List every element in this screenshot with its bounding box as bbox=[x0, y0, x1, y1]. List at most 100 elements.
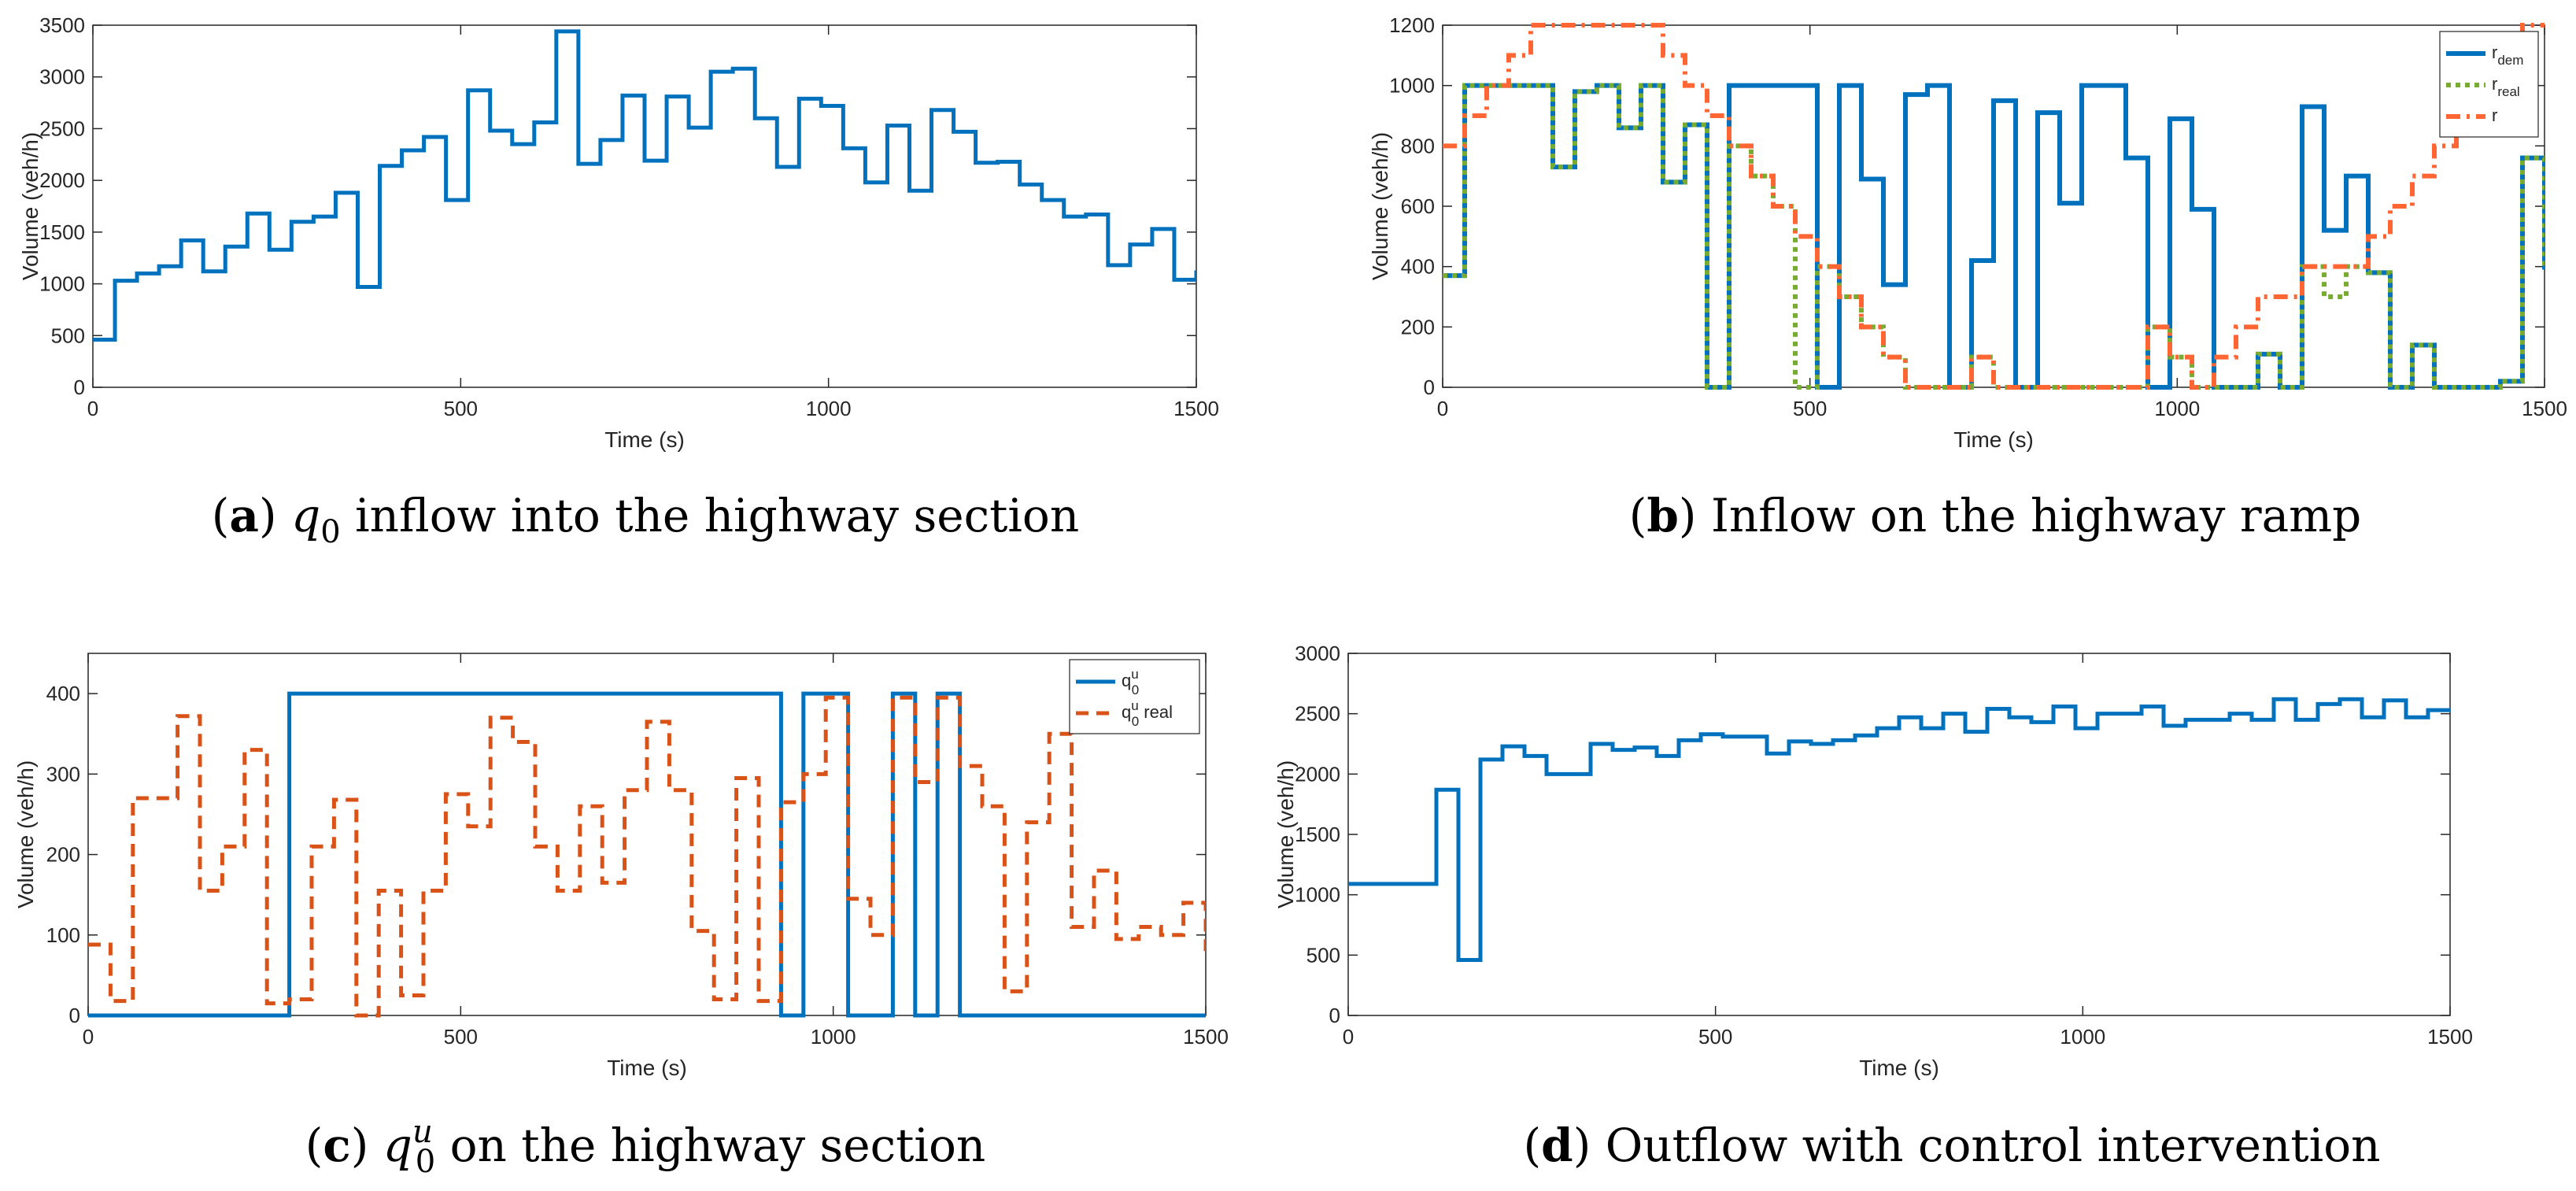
y-tick-label: 2500 bbox=[39, 117, 85, 140]
caption-sub: 0 bbox=[320, 514, 340, 550]
y-tick-label: 0 bbox=[69, 1004, 80, 1027]
caption-text: Outflow with control intervention bbox=[1606, 1119, 2381, 1172]
y-tick-label: 200 bbox=[46, 843, 80, 867]
y-tick-label: 0 bbox=[74, 375, 85, 399]
caption-sup: u bbox=[412, 1114, 433, 1150]
y-tick-label: 1500 bbox=[1295, 823, 1340, 846]
y-tick-label: 400 bbox=[46, 682, 80, 705]
x-axis-label: Time (s) bbox=[604, 427, 685, 452]
y-tick-label: 500 bbox=[1306, 943, 1340, 967]
y-tick-label: 1200 bbox=[1389, 13, 1435, 37]
y-tick-label: 2000 bbox=[39, 168, 85, 192]
caption-math: q bbox=[383, 1119, 412, 1172]
chart-c: 0 500 1000 1500 0 100 200 300 400 Time (s) Volume … bbox=[13, 653, 1229, 1180]
legend-sub: real bbox=[2497, 84, 2519, 99]
legend-sub: 0 bbox=[1132, 682, 1139, 697]
x-tick-label: 0 bbox=[1437, 397, 1448, 420]
y-tick-label: 1000 bbox=[39, 272, 85, 296]
x-tick-label: 0 bbox=[87, 397, 98, 420]
y-axis-label: Volume (veh/h) bbox=[18, 132, 43, 280]
series-line-q0u bbox=[88, 691, 1206, 1018]
legend-base: r bbox=[2492, 74, 2497, 94]
y-tick-label: 200 bbox=[1401, 315, 1435, 338]
x-tick-label: 0 bbox=[1343, 1025, 1354, 1049]
x-tick-label: 500 bbox=[1698, 1025, 1732, 1049]
legend-box bbox=[2439, 31, 2539, 138]
y-axis-label: Volume (veh/h) bbox=[1273, 760, 1298, 908]
x-axis-label: Time (s) bbox=[1859, 1056, 1939, 1080]
y-tick-label: 3000 bbox=[1295, 642, 1340, 665]
legend-base: r bbox=[2492, 43, 2497, 62]
series-line-r bbox=[1443, 23, 2545, 390]
y-tick-label: 3000 bbox=[39, 65, 85, 89]
legend-base: r bbox=[2492, 105, 2497, 125]
y-tick-label: 500 bbox=[51, 324, 85, 347]
plot-area-c bbox=[87, 653, 1207, 1016]
x-tick-label: 0 bbox=[83, 1025, 94, 1049]
caption-math: q bbox=[291, 489, 320, 542]
y-tick-label: 1500 bbox=[39, 220, 85, 244]
y-tick-label: 1000 bbox=[1295, 883, 1340, 907]
x-tick-label: 1000 bbox=[806, 397, 852, 420]
series-line-q0u-real bbox=[88, 695, 1206, 1018]
x-axis-label: Time (s) bbox=[1953, 427, 2034, 452]
legend-entry: rdem bbox=[2492, 43, 2523, 68]
caption-sub: 0 bbox=[416, 1144, 435, 1180]
x-tick-label: 500 bbox=[444, 397, 478, 420]
y-tick-label: 300 bbox=[46, 762, 80, 786]
x-tick-label: 500 bbox=[1793, 397, 1827, 420]
legend-sub: dem bbox=[2497, 53, 2523, 68]
y-axis-label: Volume (veh/h) bbox=[1368, 132, 1392, 280]
chart-d: 0 500 1000 1500 0 500 1000 1500 2000 2500 3000 Time… bbox=[1273, 642, 2473, 1172]
x-tick-label: 1000 bbox=[2154, 397, 2200, 420]
x-tick-label: 500 bbox=[444, 1025, 478, 1049]
x-tick-label: 1500 bbox=[1173, 397, 1219, 420]
plot-area-d bbox=[1347, 653, 2451, 1016]
x-tick-label: 1500 bbox=[1183, 1025, 1229, 1049]
chart-b: 0 500 1000 1500 0 200 400 600 800 1000 1200 Time (s… bbox=[1368, 13, 2567, 542]
x-tick-label: 1000 bbox=[2060, 1025, 2105, 1049]
x-axis-label: Time (s) bbox=[607, 1056, 687, 1080]
y-tick-label: 2000 bbox=[1295, 762, 1340, 786]
caption-b: (b) Inflow on the highway ramp bbox=[1629, 489, 2362, 542]
legend-c: qu 0qu 0 real bbox=[1069, 659, 1200, 734]
y-tick-label: 600 bbox=[1401, 194, 1435, 218]
series-line-q0 bbox=[93, 29, 1196, 342]
y-tick-label: 0 bbox=[1329, 1004, 1340, 1027]
legend-box bbox=[1069, 659, 1200, 734]
caption-c: (c) qu 0 on the highway section bbox=[305, 1114, 986, 1180]
y-tick-label: 400 bbox=[1401, 255, 1435, 279]
caption-text: on the highway section bbox=[435, 1119, 985, 1172]
x-tick-label: 1500 bbox=[2427, 1025, 2473, 1049]
y-tick-label: 0 bbox=[1424, 375, 1435, 399]
legend-entry: rreal bbox=[2492, 74, 2520, 99]
y-tick-label: 800 bbox=[1401, 134, 1435, 157]
legend-entry: qu 0 bbox=[1122, 667, 1139, 697]
series-line-outflow bbox=[1348, 697, 2450, 962]
x-tick-label: 1500 bbox=[2522, 397, 2567, 420]
caption-label: a bbox=[229, 489, 259, 542]
legend-sub: 0 bbox=[1132, 714, 1139, 729]
legend-tail: real bbox=[1139, 702, 1173, 722]
chart-a: 0 500 1000 1500 0 500 1000 1500 2000 2500 3000 3500… bbox=[18, 13, 1219, 550]
y-tick-label: 2500 bbox=[1295, 702, 1340, 726]
plot-area-a bbox=[92, 24, 1197, 388]
legend-entry: qu 0 real bbox=[1122, 698, 1173, 729]
legend-entry: r bbox=[2492, 105, 2497, 125]
caption-label: c bbox=[323, 1119, 350, 1172]
caption-text: Inflow on the highway ramp bbox=[1711, 489, 2361, 542]
y-tick-label: 1000 bbox=[1389, 74, 1435, 98]
legend-sup: u bbox=[1131, 698, 1138, 713]
legend-base: q bbox=[1122, 671, 1131, 690]
legend-sup: u bbox=[1131, 667, 1138, 682]
y-tick-label: 3500 bbox=[39, 13, 85, 37]
x-tick-label: 1000 bbox=[811, 1025, 856, 1049]
series-line-r-real bbox=[1443, 83, 2545, 390]
y-axis-label: Volume (veh/h) bbox=[13, 760, 38, 908]
caption-a: (a) q0 inflow into the highway section bbox=[212, 489, 1079, 550]
y-tick-label: 100 bbox=[46, 923, 80, 947]
caption-label: b bbox=[1646, 489, 1679, 542]
legend-base: q bbox=[1122, 702, 1131, 722]
